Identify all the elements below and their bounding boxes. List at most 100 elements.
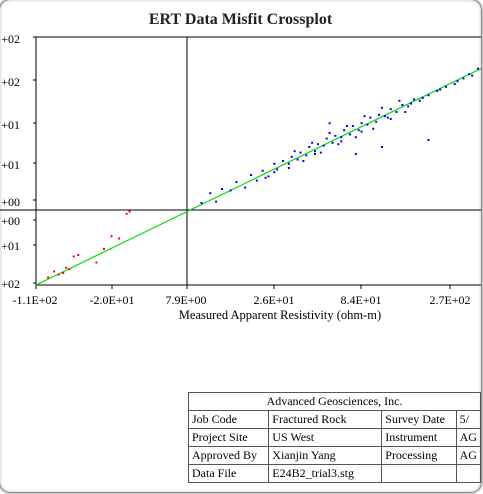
- data-point: [346, 125, 349, 127]
- data-point: [380, 106, 383, 109]
- chart-title: ERT Data Misfit Crossplot: [148, 11, 333, 28]
- table-cell: Fractured Rock: [268, 410, 383, 429]
- data-point: [322, 144, 325, 147]
- table-cell: Project Site: [187, 428, 270, 447]
- data-point: [308, 146, 311, 148]
- data-point: [290, 155, 293, 158]
- data-point: [125, 212, 128, 215]
- data-point: [386, 116, 389, 119]
- data-point: [287, 162, 290, 165]
- data-point: [427, 94, 430, 97]
- table-row: Approved By Xianjin Yang Processing AG: [187, 446, 481, 465]
- x-tick-label: 2.7E+02: [429, 293, 471, 307]
- table-cell: Processing: [381, 446, 457, 465]
- table-cell: AG: [455, 428, 481, 447]
- data-point: [293, 150, 296, 153]
- x-tick-label: 2.6E+01: [253, 293, 295, 307]
- table-cell: AG: [455, 446, 481, 465]
- data-point: [360, 122, 363, 125]
- data-point: [299, 151, 302, 154]
- data-point: [302, 160, 305, 162]
- data-point: [57, 273, 60, 276]
- data-point: [456, 80, 459, 83]
- data-point: [436, 90, 439, 92]
- data-point: [412, 98, 415, 101]
- data-point: [407, 105, 410, 108]
- data-point: [369, 116, 372, 119]
- data-point: [404, 111, 407, 113]
- x-tick-label: -1.1E+02: [12, 293, 58, 307]
- data-point: [337, 143, 340, 146]
- data-point: [261, 169, 264, 172]
- data-point: [340, 140, 343, 143]
- data-point: [421, 97, 424, 99]
- data-point: [47, 276, 50, 279]
- data-point: [319, 151, 322, 154]
- data-point: [375, 120, 378, 123]
- y-tick-label: +00: [1, 195, 20, 209]
- data-point: [102, 248, 105, 250]
- y-tick-label: +02: [1, 277, 20, 291]
- table-cell: [381, 464, 457, 483]
- table-cell: Xianjin Yang: [268, 446, 383, 465]
- data-point: [340, 136, 343, 139]
- y-tick-label: +01: [1, 239, 20, 253]
- table-cell: E24B2_trial3.stg: [268, 464, 383, 483]
- data-point: [444, 85, 447, 88]
- data-point: [264, 176, 267, 179]
- data-point: [328, 132, 331, 134]
- data-point: [62, 272, 65, 274]
- data-point: [378, 113, 381, 116]
- data-point: [389, 108, 392, 111]
- x-tick-label: 7.9E+00: [165, 293, 207, 307]
- table-cell: [455, 464, 481, 483]
- data-point: [276, 168, 279, 171]
- company-name: Advanced Geosciences, Inc.: [188, 392, 481, 411]
- x-tick-label: 8.4E+01: [340, 293, 382, 307]
- data-point: [215, 200, 218, 203]
- table-row: Job Code Fractured Rock Survey Date 5/: [187, 410, 481, 429]
- x-tick-label: -2.0E+01: [89, 293, 135, 307]
- data-point: [418, 99, 421, 102]
- table-cell: Approved By: [187, 446, 270, 465]
- data-point: [343, 129, 346, 132]
- y-tick-label: +01: [1, 158, 20, 172]
- table-row: Data File E24B2_trial3.stg: [187, 464, 481, 483]
- data-point: [220, 188, 223, 190]
- data-point: [209, 192, 212, 195]
- data-point: [72, 255, 75, 258]
- data-point: [68, 268, 71, 271]
- data-point: [229, 189, 232, 192]
- data-point: [351, 125, 354, 127]
- data-point: [395, 111, 398, 113]
- data-point: [366, 123, 369, 126]
- data-point: [305, 154, 308, 157]
- data-point: [311, 141, 314, 144]
- data-point: [410, 102, 413, 105]
- data-point: [360, 130, 363, 133]
- table-cell: Job Code: [187, 410, 270, 429]
- data-point: [363, 115, 366, 118]
- data-point: [53, 270, 56, 273]
- data-point: [325, 137, 328, 140]
- data-point: [372, 127, 375, 130]
- data-point: [282, 160, 285, 162]
- data-point: [267, 175, 270, 178]
- data-point: [401, 104, 404, 106]
- data-point: [314, 153, 317, 155]
- data-point: [296, 158, 299, 161]
- data-point: [439, 88, 442, 91]
- y-tick-label: +01: [1, 118, 20, 132]
- data-point: [316, 143, 319, 146]
- data-point: [77, 254, 80, 256]
- table-cell: Instrument: [381, 428, 457, 447]
- y-tick-label: +00: [1, 214, 20, 228]
- data-point: [471, 74, 474, 77]
- data-point: [314, 150, 317, 153]
- data-point: [354, 153, 357, 155]
- data-point: [328, 122, 331, 125]
- data-point: [273, 171, 276, 174]
- fit-line: [35, 67, 481, 286]
